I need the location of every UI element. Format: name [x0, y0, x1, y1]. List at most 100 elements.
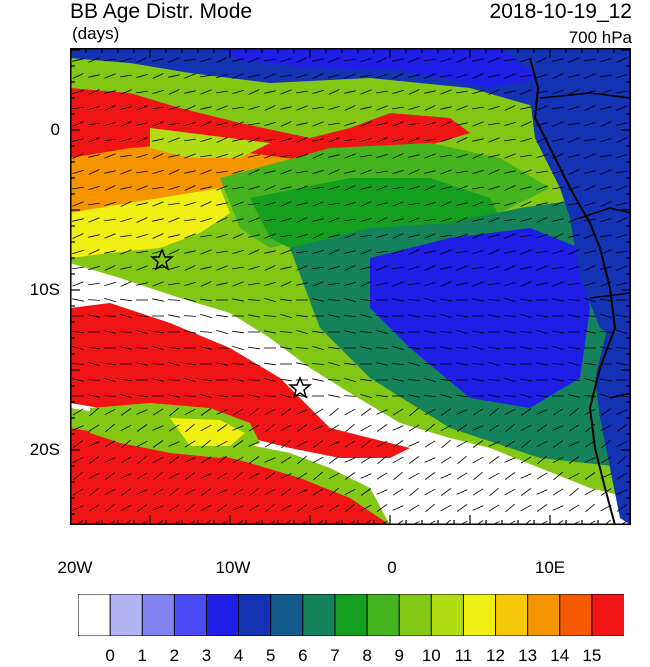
wind-barb: [584, 265, 596, 271]
wind-barb: [520, 313, 532, 319]
wind-barb: [616, 153, 628, 159]
wind-barb: [152, 408, 164, 416]
wind-barb: [552, 408, 564, 416]
wind-barb: [217, 455, 227, 465]
wind-barb: [616, 424, 628, 432]
wind-barb: [232, 488, 244, 496]
wind-barb: [472, 298, 484, 302]
wind-barb: [472, 330, 484, 334]
wind-barb: [280, 89, 292, 95]
wind-barb: [504, 121, 516, 127]
wind-barb: [328, 472, 340, 480]
wind-barb: [280, 504, 292, 512]
wind-barb: [312, 298, 324, 302]
wind-barb: [600, 57, 612, 63]
wind-barb: [344, 362, 356, 366]
wind-barb: [424, 377, 436, 383]
wind-barb: [360, 504, 372, 512]
wind-barb: [264, 105, 276, 111]
wind-barb: [264, 281, 276, 287]
wind-barb: [504, 472, 516, 480]
wind-barb: [392, 281, 404, 287]
wind-barb: [552, 330, 564, 334]
wind-barb: [104, 185, 116, 191]
wind-barb: [296, 217, 308, 223]
wind-barb: [583, 315, 597, 317]
wind-barb: [136, 504, 148, 512]
x-tick-label-10e: 10E: [534, 558, 566, 577]
wind-barb: [152, 488, 164, 496]
wind-barb: [520, 201, 532, 207]
wind-barb: [568, 346, 580, 350]
wind-barb: [88, 265, 100, 271]
wind-barb: [600, 313, 612, 319]
wind-barb: [88, 249, 100, 255]
wind-barb: [184, 440, 196, 448]
wind-barb: [392, 201, 404, 207]
wind-barb: [376, 424, 388, 432]
wind-barb: [616, 105, 628, 111]
wind-barb: [88, 472, 100, 480]
wind-barb: [616, 329, 628, 335]
wind-barb: [72, 58, 84, 62]
wind-barb: [504, 377, 516, 383]
wind-barb: [264, 218, 276, 222]
wind-barb: [232, 266, 244, 270]
colorbar-tick-label: 13: [518, 646, 538, 665]
wind-barb: [552, 138, 564, 142]
wind-barb: [440, 488, 452, 496]
wind-barb: [344, 218, 356, 222]
wind-barb: [472, 73, 484, 79]
wind-barb: [456, 153, 468, 159]
wind-barb: [488, 217, 500, 223]
wind-barb: [312, 89, 324, 95]
wind-barb: [88, 74, 100, 78]
wind-barb: [72, 201, 84, 207]
wind-barb: [504, 153, 516, 159]
wind-barb: [264, 440, 276, 448]
wind-barb: [584, 250, 596, 254]
wind-barb: [264, 90, 276, 94]
wind-barb: [408, 504, 420, 512]
wind-barb: [360, 57, 372, 63]
x-tick-label-20w: 20W: [57, 558, 93, 577]
wind-barb: [488, 282, 500, 286]
wind-barb: [456, 472, 468, 480]
wind-barb: [200, 378, 212, 382]
wind-barb: [423, 315, 437, 317]
wind-barb: [152, 298, 164, 302]
wind-barb: [456, 57, 468, 63]
wind-barb: [296, 504, 308, 512]
wind-barb: [568, 424, 580, 432]
wind-barb: [216, 122, 228, 126]
wind-barb: [568, 217, 580, 223]
wind-barb: [183, 395, 197, 397]
wind-barb: [296, 73, 308, 79]
wind-barb: [392, 153, 404, 159]
wind-barb: [328, 89, 340, 95]
wind-barb: [344, 330, 356, 334]
wind-barb: [280, 298, 292, 302]
wind-barb: [392, 505, 404, 511]
wind-barb: [440, 154, 452, 158]
wind-barb: [505, 423, 515, 433]
wind-barb: [600, 281, 612, 287]
colorbar-swatch: [270, 594, 304, 636]
wind-barb: [216, 90, 228, 94]
wind-barb: [569, 487, 579, 497]
wind-barb: [312, 488, 324, 496]
wind-barb: [425, 423, 435, 433]
wind-barb: [344, 105, 356, 111]
wind-barb: [152, 121, 164, 127]
wind-barb: [376, 137, 388, 143]
wind-barb: [248, 57, 260, 63]
wind-barb: [200, 393, 212, 399]
wind-barb: [216, 137, 228, 143]
colorbar-swatch: [238, 594, 272, 636]
colorbar-tick-label: 11: [454, 646, 473, 665]
wind-barb: [72, 218, 84, 222]
wind-barb: [280, 234, 292, 238]
wind-barb: [296, 424, 308, 432]
wind-barb: [376, 202, 388, 206]
wind-barb: [520, 393, 532, 399]
